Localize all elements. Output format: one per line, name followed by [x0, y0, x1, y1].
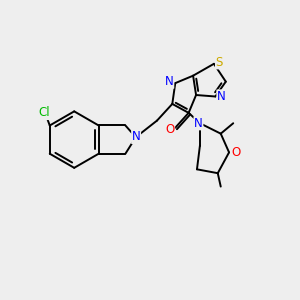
- Text: N: N: [217, 90, 226, 103]
- Text: O: O: [165, 123, 175, 136]
- Text: S: S: [216, 56, 223, 69]
- Text: N: N: [194, 117, 203, 130]
- Text: Cl: Cl: [38, 106, 50, 119]
- Text: N: N: [165, 75, 174, 88]
- Text: O: O: [231, 146, 240, 159]
- Text: N: N: [132, 130, 140, 143]
